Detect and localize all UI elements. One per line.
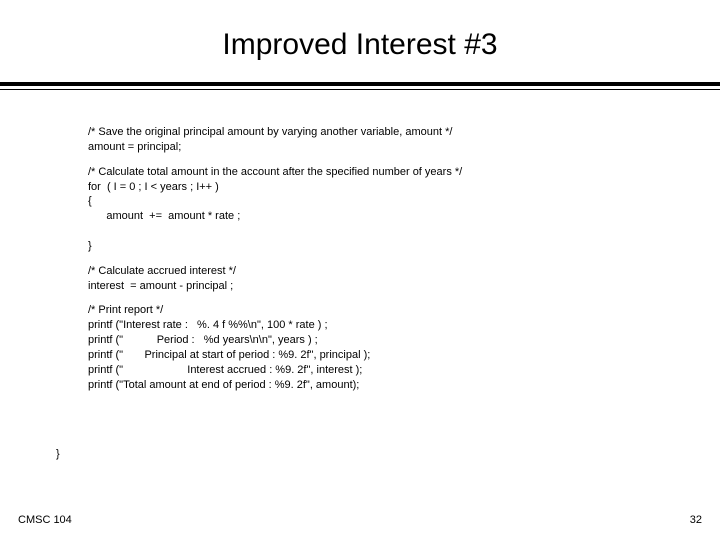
rule-thick (0, 82, 720, 86)
title-area: Improved Interest #3 (0, 0, 720, 62)
content-area: /* Save the original principal amount by… (88, 125, 632, 403)
footer-left: CMSC 104 (18, 514, 72, 526)
code-block-1: /* Save the original principal amount by… (88, 125, 632, 155)
closing-brace: } (56, 448, 60, 460)
slide-container: Improved Interest #3 /* Save the origina… (0, 0, 720, 540)
rule-thin (0, 89, 720, 90)
code-block-3: /* Calculate accrued interest */ interes… (88, 264, 632, 294)
code-block-4: /* Print report */ printf ("Interest rat… (88, 303, 632, 392)
horizontal-rule (0, 82, 720, 90)
slide-title: Improved Interest #3 (0, 28, 720, 62)
footer-right: 32 (690, 514, 702, 526)
code-block-2: /* Calculate total amount in the account… (88, 165, 632, 254)
